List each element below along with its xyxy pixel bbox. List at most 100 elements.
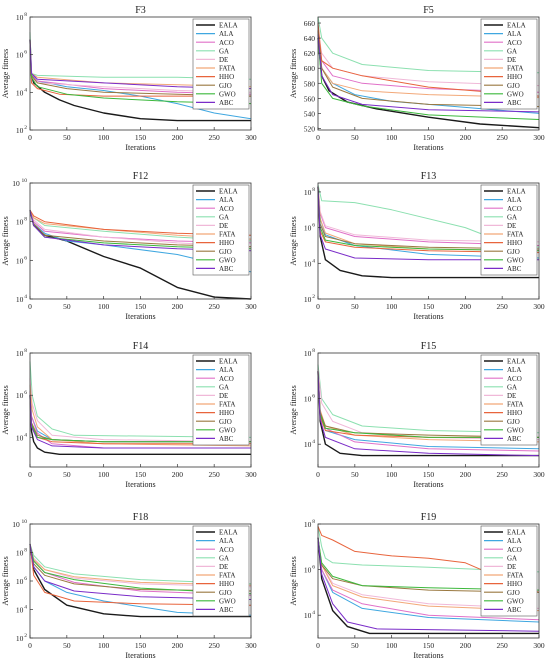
legend-label: ALA: [219, 537, 233, 545]
legend-label: GWO: [507, 597, 524, 605]
legend-label: GWO: [219, 256, 236, 264]
y-tick-exponent: 8: [24, 348, 27, 354]
legend-label: HHO: [219, 409, 234, 417]
y-tick-label: 10: [304, 611, 312, 620]
legend-label: ACO: [219, 39, 234, 47]
series-line-hho: [29, 209, 252, 236]
x-tick-label: 0: [28, 641, 32, 650]
legend-label: HHO: [219, 580, 234, 588]
x-tick-label: 200: [460, 641, 472, 650]
y-tick-label: 580: [304, 79, 316, 88]
legend-label: ACO: [507, 205, 522, 213]
y-tick-label: 10: [16, 634, 24, 643]
y-tick-label: 10: [16, 88, 24, 97]
y-axis-label: Average fitness: [1, 49, 10, 98]
y-tick-label: 10: [16, 433, 24, 442]
series-line-abc: [29, 209, 252, 252]
legend-label: HHO: [507, 73, 522, 81]
y-tick-label: 560: [304, 94, 316, 103]
legend-label: EALA: [507, 358, 526, 366]
y-tick-exponent: 6: [312, 223, 315, 229]
legend-label: GJO: [507, 418, 520, 426]
legend-label: GA: [219, 383, 229, 391]
legend-label: ACO: [507, 375, 522, 383]
y-tick-exponent: 8: [312, 348, 315, 354]
legend-label: EALA: [219, 358, 238, 366]
y-tick-label: 10: [16, 349, 24, 358]
legend-label: FATA: [507, 65, 523, 73]
x-tick-label: 250: [497, 641, 509, 650]
legend-label: DE: [507, 392, 516, 400]
x-tick-label: 0: [316, 470, 320, 479]
x-tick-label: 250: [209, 133, 221, 142]
legend-label: EALA: [507, 22, 526, 30]
legend-label: HHO: [219, 239, 234, 247]
chart-title: F12: [133, 171, 149, 182]
x-tick-label: 200: [172, 133, 184, 142]
x-tick-label: 50: [63, 641, 71, 650]
series-line-abc: [317, 537, 540, 632]
legend-label: GA: [219, 554, 229, 562]
series-line-abc: [317, 371, 540, 457]
x-tick-label: 150: [423, 470, 435, 479]
y-tick-exponent: 8: [24, 217, 27, 223]
chart-title: F19: [421, 512, 437, 523]
x-tick-label: 0: [28, 470, 32, 479]
y-tick-exponent: 6: [24, 255, 27, 261]
x-tick-label: 150: [135, 133, 147, 142]
legend-label: GWO: [507, 90, 524, 98]
y-tick-exponent: 8: [312, 187, 315, 193]
y-tick-exponent: 10: [22, 519, 28, 525]
x-axis-label: Iterations: [413, 143, 443, 152]
series-line-abc: [317, 186, 539, 261]
legend-label: ABC: [219, 265, 234, 273]
legend-label: ALA: [219, 30, 233, 38]
y-axis-label: Average fitness: [289, 216, 298, 265]
y-tick-exponent: 10: [22, 178, 28, 184]
legend-label: GA: [507, 554, 517, 562]
series-line-hho: [29, 39, 251, 97]
x-tick-label: 200: [172, 641, 184, 650]
x-tick-label: 50: [351, 302, 359, 311]
x-tick-label: 0: [28, 133, 32, 142]
y-tick-label: 10: [16, 256, 24, 265]
x-tick-label: 300: [245, 470, 257, 479]
x-tick-label: 300: [533, 302, 545, 311]
x-tick-label: 300: [533, 641, 545, 650]
legend-label: DE: [507, 563, 516, 571]
x-axis-label: Iterations: [125, 651, 155, 660]
legend-label: ABC: [219, 435, 234, 443]
x-tick-label: 100: [386, 470, 398, 479]
x-tick-label: 150: [423, 133, 435, 142]
y-tick-exponent: 2: [312, 294, 315, 300]
x-tick-label: 0: [28, 302, 32, 311]
series-line-ga: [29, 361, 252, 438]
legend-label: GJO: [507, 248, 520, 256]
legend-label: FATA: [219, 65, 235, 73]
legend-label: EALA: [219, 529, 238, 537]
y-tick-label: 660: [304, 19, 316, 28]
y-tick-exponent: 4: [24, 432, 27, 438]
x-tick-label: 50: [63, 133, 71, 142]
x-tick-label: 150: [135, 470, 147, 479]
legend-label: GWO: [219, 597, 236, 605]
x-tick-label: 300: [245, 641, 257, 650]
legend-label: DE: [219, 563, 228, 571]
y-axis-label: Average fitness: [1, 216, 10, 265]
y-tick-exponent: 4: [312, 258, 315, 264]
legend-label: ACO: [219, 205, 234, 213]
series-line-abc: [317, 34, 540, 113]
series-line-gwo: [29, 39, 252, 105]
legend-label: ABC: [507, 99, 522, 107]
y-tick-label: 10: [304, 440, 312, 449]
legend-label: DE: [219, 222, 228, 230]
legend-label: GA: [219, 47, 229, 55]
legend-label: ABC: [219, 606, 234, 614]
series-line-ga: [29, 543, 252, 585]
